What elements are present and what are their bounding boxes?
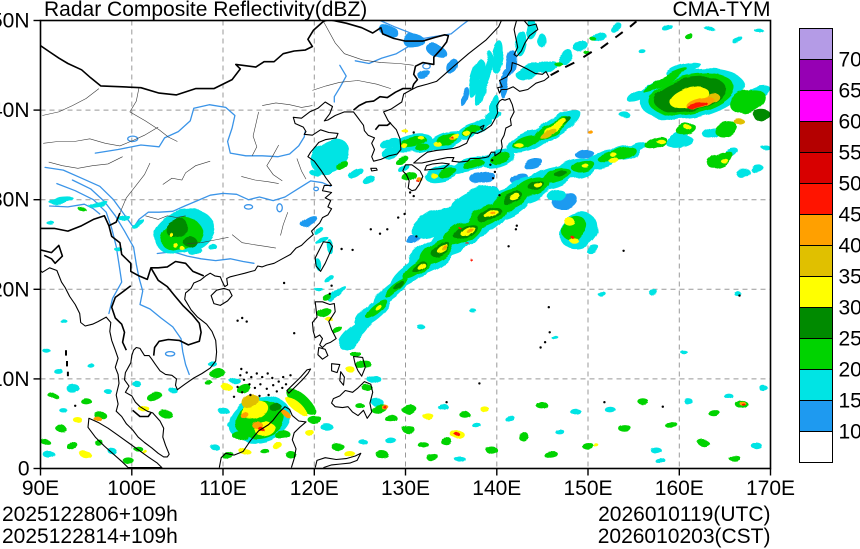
colorbar-cell: [799, 276, 833, 308]
figure-title: Radar Composite Reflectivity(dBZ): [44, 0, 367, 21]
lat-tick-label: 0: [18, 458, 30, 481]
colorbar: 70 65 60 55 50 45 40 35 30 25 20 15 10: [799, 28, 860, 463]
island-dots: [74, 131, 741, 408]
lat-tick-label: 40N: [0, 99, 30, 122]
lat-tick-label: 30N: [0, 189, 30, 212]
colorbar-cell: [799, 214, 833, 246]
lat-axis-labels: 0 10N 20N 30N 40N 50N: [0, 10, 30, 481]
radar-echoes: [40, 20, 771, 464]
colorbar-cell: [799, 28, 833, 60]
province-borders: [42, 21, 414, 249]
colorbar-tick-label: 55: [839, 142, 860, 165]
footer-init-line1: 2025122806+109h: [2, 503, 178, 526]
lakes: [127, 62, 431, 357]
colorbar-tick-label: 50: [839, 173, 860, 196]
footer-init-line2: 2025122814+109h: [2, 525, 178, 548]
coastlines: [40, 20, 550, 469]
colorbar-cell: [799, 183, 833, 215]
lon-tick-label: 150E: [563, 477, 612, 500]
lon-tick-label: 130E: [381, 477, 430, 500]
lon-tick-label: 90E: [22, 477, 59, 500]
lat-tick-label: 10N: [0, 368, 30, 391]
map-layers: [40, 20, 771, 469]
colorbar-tick-label: 70: [839, 49, 860, 72]
colorbar-tick-label: 35: [839, 266, 860, 289]
country-borders: [40, 20, 450, 418]
colorbar-cell: [799, 90, 833, 122]
lon-axis-labels: 90E 100E 110E 120E 130E 140E 150E 160E 170E: [22, 477, 795, 500]
colorbar-tick-label: 10: [839, 421, 860, 444]
colorbar-cell: [799, 400, 833, 432]
lon-tick-label: 140E: [472, 477, 521, 500]
colorbar-cell: [799, 245, 833, 277]
colorbar-tick-label: 30: [839, 297, 860, 320]
colorbar-tick-label: 40: [839, 235, 860, 258]
lon-tick-label: 170E: [746, 477, 795, 500]
footer-valid-utc: 2026010119(UTC): [598, 503, 770, 526]
lat-tick-label: 50N: [0, 10, 30, 33]
colorbar-cell: [799, 338, 833, 370]
lat-tick-label: 20N: [0, 278, 30, 301]
colorbar-tick-label: 20: [839, 359, 860, 382]
colorbar-tick-label: 60: [839, 111, 860, 134]
model-name: CMA-TYM: [673, 0, 771, 21]
colorbar-tick-label: 15: [839, 390, 860, 413]
axis-ticks: [33, 19, 772, 476]
colorbar-cell: [799, 152, 833, 184]
colorbar-tick-label: 45: [839, 204, 860, 227]
colorbar-cell: [799, 307, 833, 339]
lon-tick-label: 160E: [655, 477, 704, 500]
footer-valid-cst: 2026010203(CST): [598, 525, 771, 548]
colorbar-cell: [799, 59, 833, 91]
island-dashes: [65, 20, 638, 377]
lon-tick-label: 110E: [199, 477, 247, 500]
colorbar-tick-label: 25: [839, 328, 860, 351]
colorbar-tick-label: 65: [839, 80, 860, 103]
colorbar-cell: [799, 369, 833, 401]
colorbar-cell: [799, 431, 833, 463]
lon-tick-label: 100E: [107, 477, 156, 500]
colorbar-cell: [799, 121, 833, 153]
lon-tick-label: 120E: [290, 477, 339, 500]
